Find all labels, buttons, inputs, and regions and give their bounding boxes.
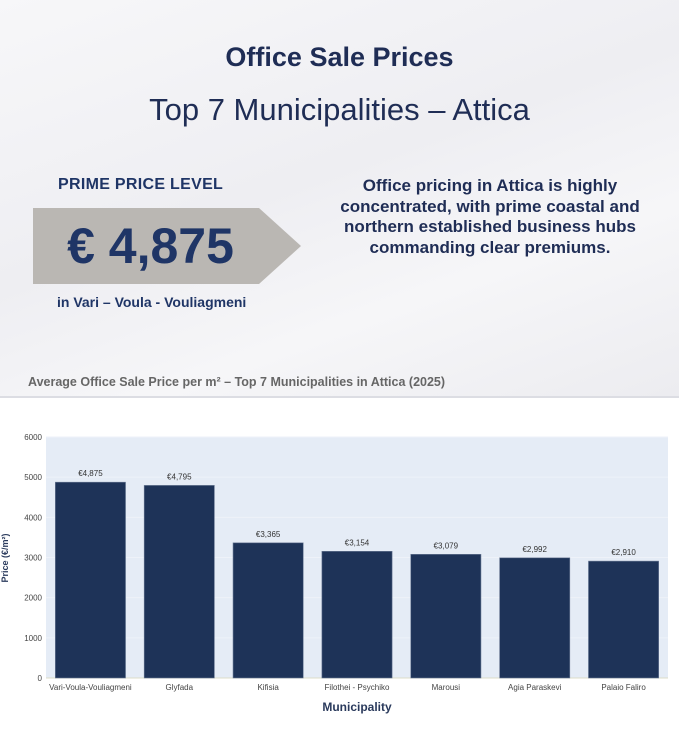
data-label: €4,875 — [78, 469, 103, 478]
prime-price-label: PRIME PRICE LEVEL — [58, 176, 224, 193]
chart-title: Average Office Sale Price per m² – Top 7… — [28, 375, 446, 389]
data-label: €4,795 — [167, 472, 192, 481]
bar-glyfada — [143, 485, 215, 679]
page-subtitle: Top 7 Municipalities – Attica — [149, 92, 530, 127]
x-tick-label: Glyfada — [165, 683, 193, 692]
x-axis-label: Municipality — [322, 700, 392, 714]
summary-quote: Office pricing in Attica is highly conce… — [340, 176, 640, 257]
y-tick-label: 3000 — [24, 554, 42, 563]
prime-price-location: in Vari – Voula - Vouliagmeni — [57, 294, 247, 310]
bar-agia-paraskevi — [499, 557, 571, 679]
x-tick-label: Agia Paraskevi — [508, 683, 562, 692]
x-tick-label: Kifisia — [257, 683, 279, 692]
y-tick-label: 1000 — [24, 634, 42, 643]
bar-vari-voula-vouliagmeni — [55, 481, 126, 679]
page-title: Office Sale Prices — [225, 42, 454, 72]
y-tick-label: 0 — [38, 674, 43, 683]
bar-filothei-psychiko — [321, 551, 393, 679]
price-banner-arrow — [33, 208, 301, 284]
data-label: €3,154 — [345, 538, 370, 547]
data-label: €3,079 — [434, 541, 459, 550]
y-tick-label: 5000 — [24, 473, 42, 482]
bar-chart: €4,875 €4,795 €3,365 €3,154 €3,079 €2,992 €2,9… — [0, 433, 668, 714]
bar-palaio-faliro — [588, 560, 659, 679]
bar-marousi — [410, 554, 482, 679]
x-tick-label: Filothei - Psychiko — [325, 683, 390, 692]
header-panel — [0, 0, 679, 398]
y-tick-label: 4000 — [24, 513, 42, 522]
data-label: €3,365 — [256, 530, 281, 539]
prime-price-value: € 4,875 — [67, 218, 234, 274]
data-label: €2,992 — [522, 545, 547, 554]
x-tick-label: Palaio Faliro — [601, 683, 646, 692]
x-tick-label: Vari-Voula-Vouliagmeni — [49, 683, 132, 692]
bar-kifisia — [232, 542, 304, 679]
y-tick-label: 6000 — [24, 433, 42, 442]
y-tick-label: 2000 — [24, 594, 42, 603]
y-axis-label: Price (€/m²) — [0, 533, 10, 582]
x-tick-label: Marousi — [432, 683, 461, 692]
data-label: €2,910 — [611, 548, 636, 557]
